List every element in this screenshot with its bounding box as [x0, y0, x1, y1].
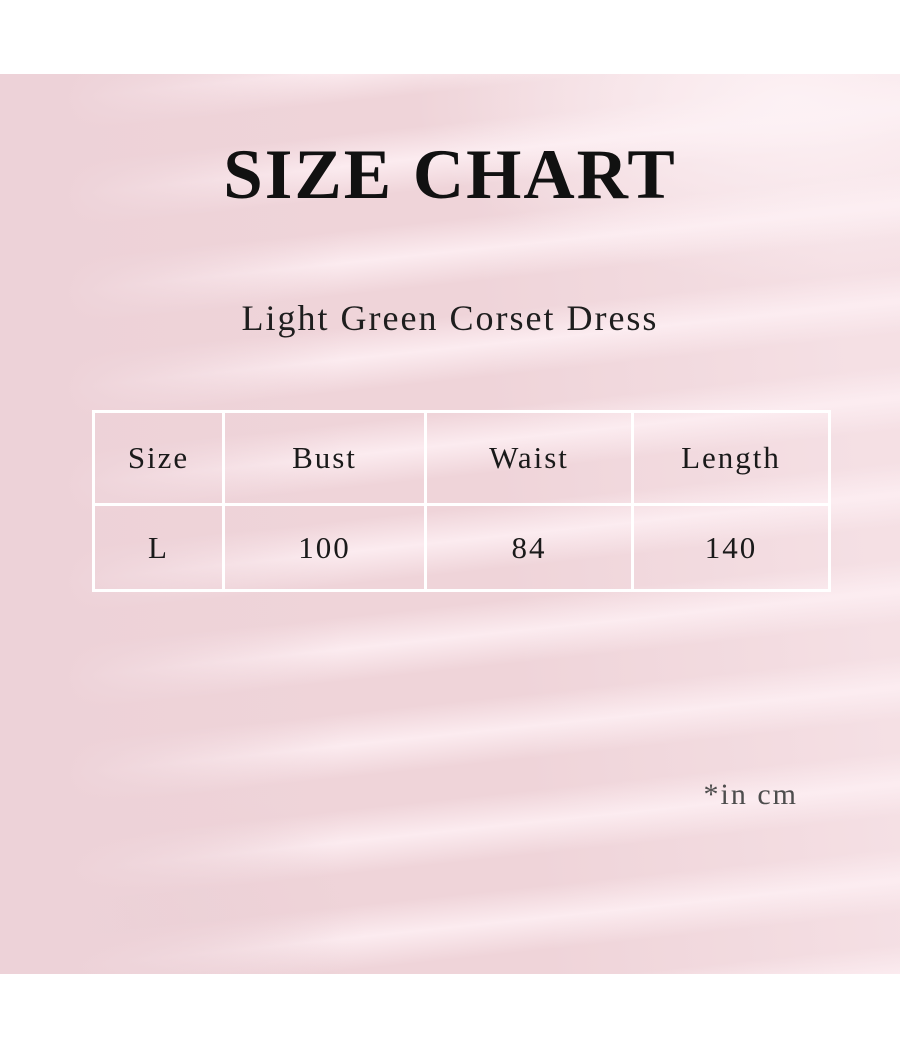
column-header-size: Size	[92, 410, 225, 506]
column-header-bust: Bust	[222, 410, 427, 506]
product-name: Light Green Corset Dress	[241, 298, 659, 338]
letterbox-top	[0, 0, 900, 74]
size-table-header-row: Size Bust Waist Length	[92, 410, 831, 506]
satin-background: SIZE CHART Light Green Corset Dress Size…	[0, 74, 900, 974]
size-table-row-L: L 100 84 140	[92, 503, 831, 592]
cell-size-value: L	[92, 503, 225, 592]
unit-footnote: *in cm	[703, 778, 798, 811]
column-header-length: Length	[631, 410, 831, 506]
cell-waist-value: 84	[424, 503, 634, 592]
letterbox-bottom	[0, 974, 900, 1050]
size-table: Size Bust Waist Length L 100 84 140	[92, 410, 831, 592]
page-title: SIZE CHART	[223, 136, 677, 214]
cell-length-value: 140	[631, 503, 831, 592]
column-header-waist: Waist	[424, 410, 634, 506]
cell-bust-value: 100	[222, 503, 427, 592]
